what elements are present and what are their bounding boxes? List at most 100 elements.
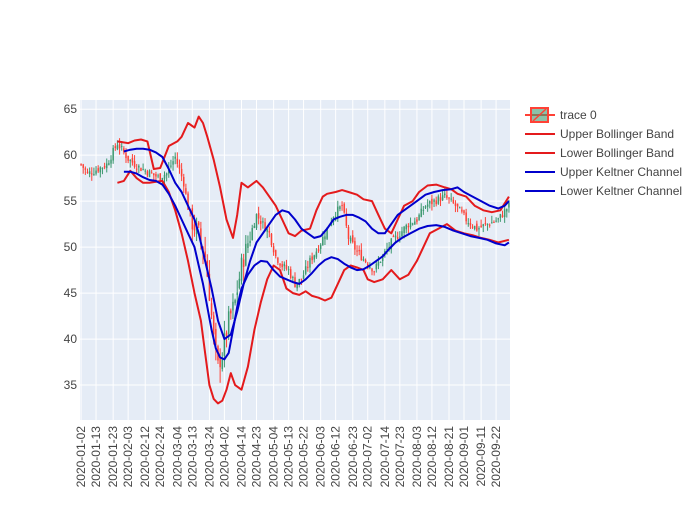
candle-body [482,224,485,227]
candle-body [148,170,151,178]
x-tick-label: 2020-02-03 [121,426,135,488]
x-tick-label: 2020-09-01 [457,426,471,488]
x-tick-label: 2020-03-04 [170,426,184,488]
candle-body [212,315,215,335]
legend-label: Lower Keltner Channel [560,184,682,198]
candle-body [183,176,185,187]
upper-bollinger-band-line [117,115,510,239]
gridlines [80,100,510,420]
candle-body [215,328,217,346]
candle-body [105,163,108,169]
candle-body [242,259,245,267]
candle-body [349,237,352,242]
candle-body [272,246,275,253]
legend-item[interactable]: Lower Bollinger Band [525,146,674,160]
candle-body [174,156,176,159]
y-tick-label: 40 [64,332,78,346]
candle-body [161,177,164,181]
candle-body [185,188,187,194]
candle-body [458,207,461,209]
candle-body [176,158,179,164]
x-tick-label: 2020-04-23 [249,426,263,488]
candle-body [309,257,311,268]
candle-body [399,236,401,238]
candle-body [223,333,226,356]
candle-body [405,225,407,230]
candle-body [324,236,326,240]
legend-item[interactable]: trace 0 [525,107,597,123]
candle-body [99,167,102,173]
candle-body [388,246,390,248]
legend-item[interactable]: Upper Keltner Channel [525,165,682,179]
candle-body [292,276,294,278]
candle-body [296,283,298,289]
candle-body [508,202,510,208]
candle-body [414,221,416,225]
bands [117,115,510,405]
candle-body [236,292,238,295]
candle-body [409,222,412,228]
candle-body [422,209,425,211]
candle-body [317,249,320,252]
candle-body [403,226,405,233]
candle-body [103,165,106,168]
candle-body [91,173,93,175]
candle-body [225,332,228,336]
candle-body [255,213,258,228]
candle-body [315,251,318,258]
candle-body [165,173,168,176]
candle-body [411,223,414,225]
candle-body [138,165,140,168]
legend-item[interactable]: Lower Keltner Channel [525,184,682,198]
candle-body [86,171,89,173]
candle-body [93,173,95,175]
candle-body [358,249,360,252]
candle-body [262,221,264,223]
candle-body [264,222,266,232]
candle-body [178,164,181,169]
candle-body [366,263,369,267]
candle-body [153,173,155,176]
x-tick-label: 2020-08-03 [410,426,424,488]
candle-body [371,268,373,272]
x-tick-label: 2020-07-02 [361,426,375,488]
x-tick-label: 2020-05-04 [267,426,281,488]
candle-body [450,198,452,200]
candle-body [95,170,97,174]
legend: trace 0 Upper Bollinger Band Lower Bolling… [525,107,682,198]
x-tick-label: 2020-09-11 [474,426,488,487]
legend-item[interactable]: Upper Bollinger Band [525,127,674,141]
candle-body [495,220,497,222]
x-tick-label: 2020-04-02 [217,426,231,488]
candle-body [240,257,243,281]
x-tick-label: 2020-01-02 [74,426,88,488]
candle-body [289,269,292,278]
y-tick-label: 45 [64,286,78,300]
candle-body [396,236,399,239]
candle-body [326,227,328,239]
candle-body [204,251,206,258]
candle-body [187,193,189,210]
candle-body [247,243,249,248]
candle-body [381,255,384,262]
candle-body [444,193,446,196]
candle-body [125,152,127,159]
candle-body [311,256,313,261]
plot-area[interactable] [80,100,510,420]
candle-body [476,223,478,231]
candle-body [465,212,467,222]
candle-body [230,310,232,314]
candle-body [354,241,356,250]
candle-body [491,222,493,224]
x-tick-label: 2020-09-22 [489,426,503,488]
candle-body [384,251,386,254]
candle-body [127,155,129,161]
candle-body [157,175,159,177]
candle-body [313,255,316,260]
candle-body [197,222,200,226]
candle-body [341,205,343,207]
candle-body [319,244,322,250]
candle-body [304,266,307,274]
candle-body [266,229,268,232]
